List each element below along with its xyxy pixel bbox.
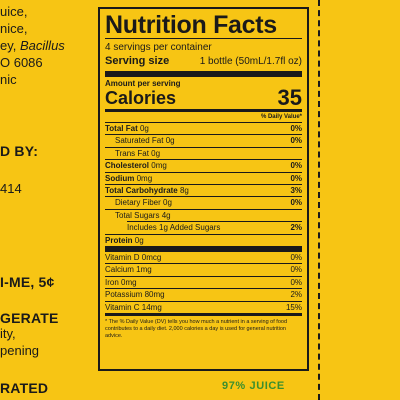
left-text-line: uice, bbox=[0, 4, 28, 19]
nutrient-row-total-sugars: Total Sugars 4g bbox=[105, 208, 302, 221]
left-heading: RATED bbox=[0, 380, 49, 396]
vitamin-row: Potassium 80mg 2% bbox=[105, 288, 302, 300]
nutrient-row-sodium: Sodium 0mg 0% bbox=[105, 171, 302, 183]
juice-percentage: 97% JUICE bbox=[222, 380, 285, 392]
left-heading: D BY: bbox=[0, 143, 39, 159]
left-info-column: uice, nice, ey, Bacillus O 6086 nic D BY… bbox=[0, 0, 96, 400]
nutrition-facts-title: Nutrition Facts bbox=[105, 11, 277, 39]
left-text-line: ey, Bacillus bbox=[0, 38, 65, 53]
serving-size-label: Serving size bbox=[105, 55, 170, 67]
calories-label: Calories bbox=[105, 88, 177, 108]
nutrient-row-protein: Protein 0g bbox=[105, 233, 302, 246]
vitamin-row: Iron 0mg 0% bbox=[105, 275, 302, 287]
daily-value-header: % Daily Value* bbox=[260, 114, 302, 120]
left-text-line: O 6086 bbox=[0, 55, 43, 70]
nutrition-facts-panel: Nutrition Facts 4 servings per container… bbox=[98, 7, 309, 371]
left-text-line: nic bbox=[0, 72, 17, 87]
daily-value-footnote: * The % Daily Value (DV) tells you how m… bbox=[105, 319, 287, 340]
left-text-line: pening bbox=[0, 343, 40, 358]
nutrient-row-total-carbohydrate: Total Carbohydrate 8g 3% bbox=[105, 184, 302, 196]
calories-row: Calories 35 bbox=[105, 85, 302, 110]
serving-size-value: 1 bottle (50mL/1.7fl oz) bbox=[199, 56, 302, 67]
left-text-line: ity, bbox=[0, 326, 16, 341]
left-heading: GERATE bbox=[0, 310, 59, 326]
left-heading: I-ME, 5¢ bbox=[0, 274, 55, 290]
left-text-line: 414 bbox=[0, 181, 22, 196]
nutrient-row-added-sugars: Includes 1g Added Sugars 2% bbox=[127, 221, 302, 233]
vitamin-row: Vitamin D 0mcg 0% bbox=[105, 253, 302, 263]
nutrient-row-saturated-fat: Saturated Fat 0g 0% bbox=[105, 134, 302, 146]
serving-size-row: Serving size 1 bottle (50mL/1.7fl oz) bbox=[105, 54, 302, 71]
nutrient-row-cholesterol: Cholesterol 0mg 0% bbox=[105, 159, 302, 171]
nutrient-row-total-fat: Total Fat 0g 0% bbox=[105, 122, 302, 133]
amount-per-serving: Amount per serving bbox=[105, 79, 181, 88]
nutrient-row-dietary-fiber: Dietary Fiber 0g 0% bbox=[105, 196, 302, 208]
nutrient-row-trans-fat: Trans Fat 0g bbox=[105, 146, 302, 159]
dashed-cut-line bbox=[318, 0, 320, 400]
vitamin-row: Calcium 1mg 0% bbox=[105, 263, 302, 275]
calories-value: 35 bbox=[277, 85, 302, 110]
servings-per-container: 4 servings per container bbox=[105, 42, 212, 53]
left-text-line: nice, bbox=[0, 21, 28, 36]
vitamin-row: Vitamin C 14mg 15% bbox=[105, 300, 302, 312]
